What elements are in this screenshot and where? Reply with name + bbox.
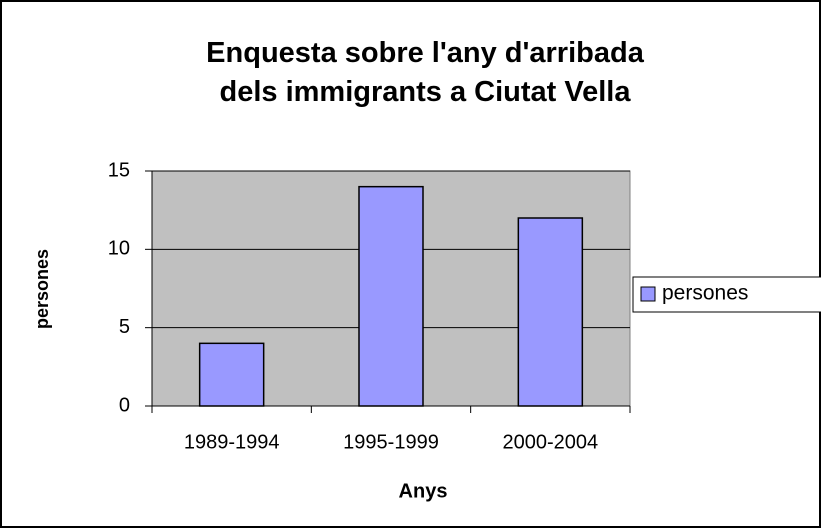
bar bbox=[517, 217, 584, 407]
legend-box bbox=[632, 276, 821, 313]
y-tick-label: 5 bbox=[119, 316, 130, 338]
x-axis-label: Anys bbox=[399, 480, 448, 502]
legend-label: persones bbox=[662, 282, 748, 305]
y-axis-label: persones bbox=[32, 249, 52, 329]
bar bbox=[198, 342, 265, 407]
y-tick-label: 10 bbox=[108, 238, 130, 260]
x-tick-label: 1995-1999 bbox=[343, 431, 439, 453]
chart-title: Enquesta sobre l'any d'arribada dels imm… bbox=[206, 37, 644, 108]
x-tick-label: 1989-1994 bbox=[184, 431, 280, 453]
legend-swatch bbox=[640, 286, 656, 302]
bar bbox=[358, 185, 424, 407]
x-tick-label: 2000-2004 bbox=[503, 431, 599, 453]
y-tick-label: 0 bbox=[119, 394, 130, 416]
y-tick-label: 15 bbox=[108, 159, 130, 181]
